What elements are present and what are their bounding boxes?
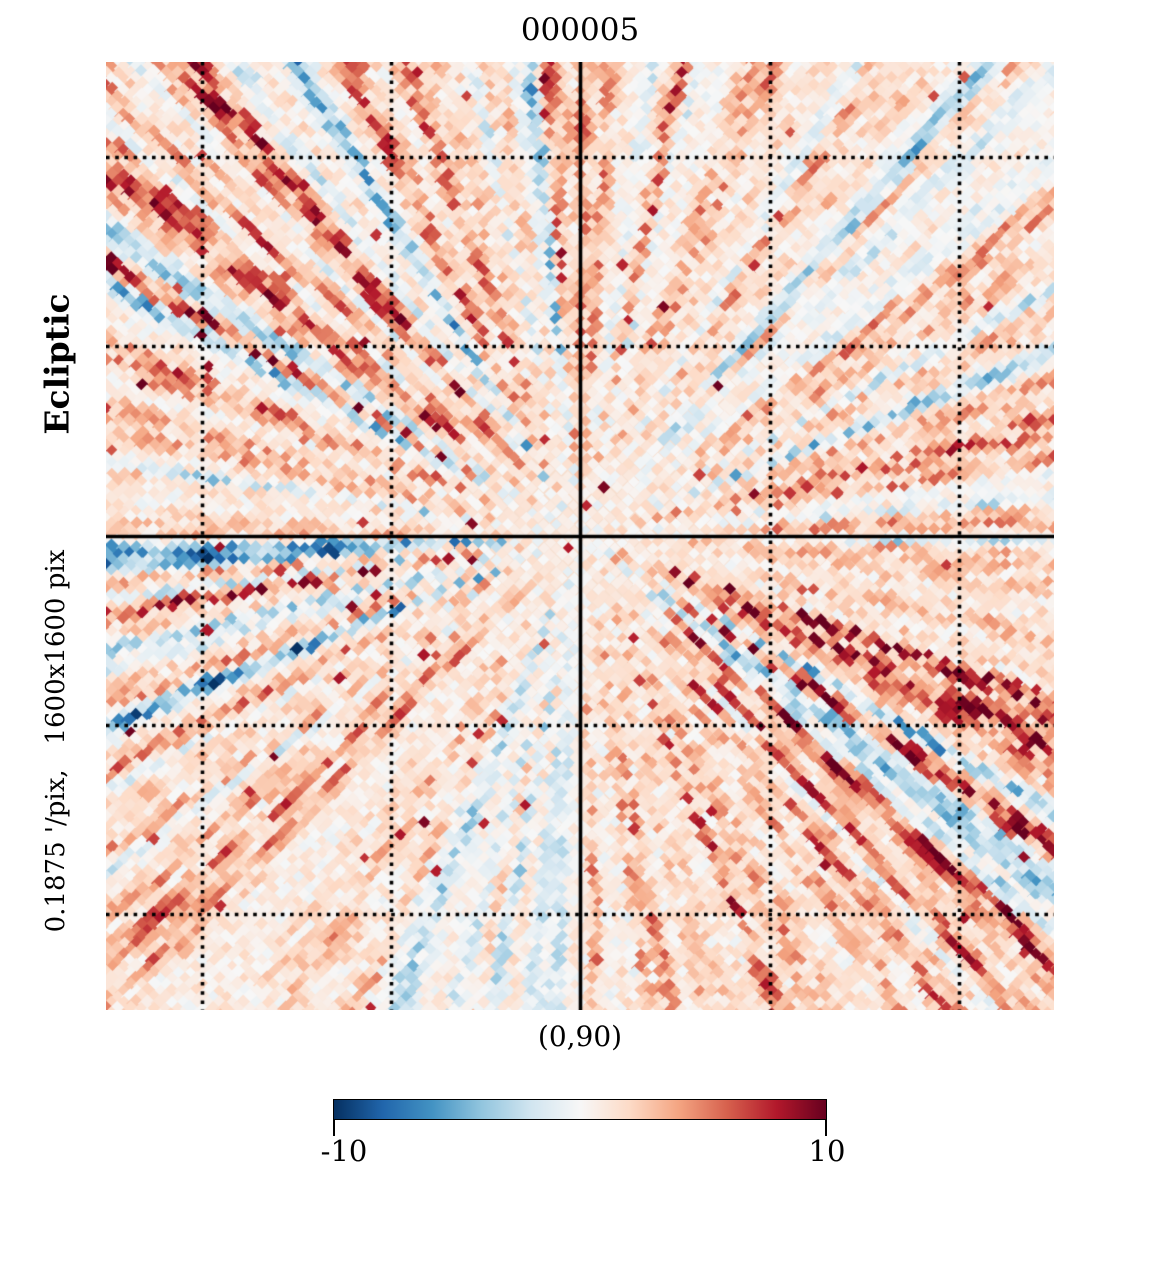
- center-coordinates-label: (0,90): [537, 1020, 623, 1053]
- figure-title: 000005: [520, 12, 640, 48]
- colorbar-gradient: [333, 1099, 827, 1120]
- resolution-label: 0.1875 '/pix, 1600x1600 pix: [41, 549, 71, 933]
- colorbar-tick-min: [333, 1119, 335, 1136]
- coordinate-system-label: Ecliptic: [37, 293, 77, 435]
- colorbar-tick-max: [825, 1119, 827, 1136]
- sky-map-canvas: [106, 62, 1054, 1010]
- colorbar-label-min: -10: [320, 1134, 368, 1168]
- colorbar-label-max: 10: [808, 1134, 846, 1168]
